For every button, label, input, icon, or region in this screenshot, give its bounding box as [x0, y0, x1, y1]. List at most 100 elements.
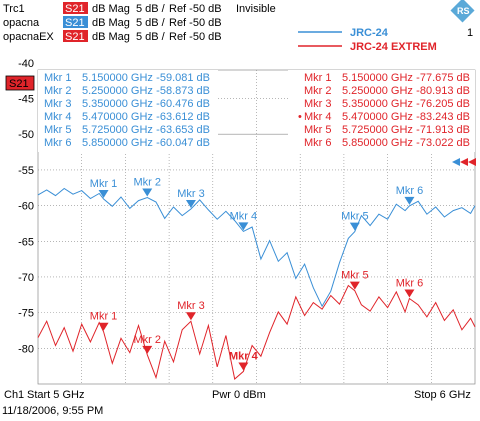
trace-ref: Ref -50 dB — [169, 31, 222, 43]
timestamp: 11/18/2006, 9:55 PM — [2, 405, 103, 417]
y-tick-label: -60 — [18, 201, 34, 213]
y-tick-label: -55 — [18, 165, 34, 177]
marker-table-label[interactable]: Mkr 4 — [44, 111, 72, 123]
trace-scale: 5 dB / — [136, 17, 166, 29]
y-tick-label: -65 — [18, 236, 34, 248]
series-line-jrc24 — [37, 187, 476, 308]
param-badge: S21 — [65, 3, 85, 15]
legend: JRC-24 JRC-24 EXTREM — [298, 27, 437, 53]
marker-triangle-icon[interactable] — [185, 312, 196, 321]
marker-table-freq: 5.250000 GHz — [342, 85, 413, 97]
marker-table-value: -58.873 dB — [156, 85, 210, 97]
marker-triangle-icon[interactable] — [404, 289, 415, 298]
legend-label-jrc24: JRC-24 — [350, 27, 389, 39]
marker-table-value: -77.675 dB — [416, 72, 470, 84]
trace-row-trc1[interactable]: Trc1 S21 dB Mag 5 dB / Ref -50 dB Invisi… — [3, 2, 276, 15]
start-frequency[interactable]: Start 5 GHz — [27, 389, 84, 401]
marker-table-freq: 5.725000 GHz — [82, 124, 153, 136]
y-tick-label: -75 — [18, 308, 34, 320]
marker-plot-label: Mkr 5 — [341, 211, 369, 223]
trace-scale: 5 dB / — [136, 3, 166, 15]
y-tick-label: -50 — [18, 129, 34, 141]
param-badge-bg — [63, 2, 88, 14]
marker-table-freq: 5.150000 GHz — [82, 72, 153, 84]
trace-header: Trc1 S21 dB Mag 5 dB / Ref -50 dB Invisi… — [3, 2, 276, 43]
marker-triangle-icon[interactable] — [142, 345, 153, 354]
marker-table-freq: 5.850000 GHz — [342, 137, 413, 149]
marker-table-label[interactable]: Mkr 3 — [304, 98, 332, 110]
marker-table-label[interactable]: Mkr 4 — [304, 111, 332, 123]
marker-table-value: -71.913 dB — [416, 124, 470, 136]
marker-plot-label: Mkr 4 — [229, 350, 259, 362]
marker-table-value: -63.653 dB — [156, 124, 210, 136]
trace-row-opacna[interactable]: opacna S21 dB Mag 5 dB / Ref -50 dB — [3, 16, 222, 29]
marker-table-label[interactable]: Mkr 1 — [44, 72, 72, 84]
marker-table-freq: 5.350000 GHz — [82, 98, 153, 110]
trace-markers: Mkr 1 Mkr 2 Mkr 3 Mkr 4 Mkr 5 Mkr 6 Mkr 1 Mkr 2… — [90, 177, 423, 371]
svg-text:RS: RS — [457, 6, 470, 16]
marker-table-value: -73.022 dB — [416, 137, 470, 149]
marker-plot-label: Mkr 2 — [134, 177, 162, 189]
marker-table-freq: 5.350000 GHz — [342, 98, 413, 110]
marker-table-red: Mkr 1 5.150000 GHz -77.675 dB Mkr 2 5.250000… — [298, 72, 470, 149]
rohde-schwarz-logo-icon: RS — [450, 0, 475, 23]
marker-table-value: -76.205 dB — [416, 98, 470, 110]
marker-table-value: -80.913 dB — [416, 85, 470, 97]
active-trace-badge: S21 — [9, 78, 29, 90]
marker-table-freq: 5.850000 GHz — [82, 137, 153, 149]
marker-table-freq: 5.470000 GHz — [342, 111, 413, 123]
marker-plot-label: Mkr 3 — [177, 188, 205, 200]
marker-plot-label: Mkr 1 — [90, 311, 118, 323]
marker-table-value: -60.047 dB — [156, 137, 210, 149]
marker-table-freq: 5.250000 GHz — [82, 85, 153, 97]
marker-table-freq: 5.150000 GHz — [342, 72, 413, 84]
marker-plot-label: Mkr 6 — [396, 278, 424, 290]
marker-triangle-icon[interactable] — [98, 190, 109, 199]
marker-table-blue-bg — [38, 70, 218, 152]
marker-triangle-icon[interactable] — [238, 222, 249, 231]
marker-triangle-icon[interactable] — [349, 281, 360, 290]
marker-table-value: -59.081 dB — [156, 72, 210, 84]
legend-label-jrc24-extrem: JRC-24 EXTREM — [350, 41, 437, 53]
marker-plot-label: Mkr 4 — [230, 210, 258, 222]
param-badge-bg — [63, 30, 88, 42]
marker-triangle-icon[interactable] — [185, 199, 196, 208]
status-footer: Ch1 Start 5 GHz Pwr 0 dBm Stop 6 GHz 11/… — [2, 389, 471, 417]
marker-triangle-icon[interactable] — [238, 362, 249, 371]
marker-table-label[interactable]: Mkr 2 — [44, 85, 72, 97]
marker-table-red-bg — [288, 70, 475, 152]
marker-triangle-icon[interactable] — [349, 222, 360, 231]
marker-table-value: -63.612 dB — [156, 111, 210, 123]
marker-table-value: -83.243 dB — [416, 111, 470, 123]
marker-triangle-icon[interactable] — [142, 188, 153, 197]
trace-row-opacnaex[interactable]: opacnaEX S21 dB Mag 5 dB / Ref -50 dB — [3, 30, 222, 43]
trace-lines — [37, 187, 476, 380]
param-badge-bg — [63, 16, 88, 28]
marker-table-freq: 5.725000 GHz — [342, 124, 413, 136]
marker-plot-label: Mkr 6 — [396, 185, 424, 197]
marker-table-label[interactable]: Mkr 6 — [44, 137, 72, 149]
marker-table-label[interactable]: Mkr 1 — [304, 72, 332, 84]
ref-arrow-red-icon — [460, 158, 468, 166]
trace-name: opacnaEX — [3, 31, 54, 43]
ref-arrow-red-icon — [468, 158, 476, 166]
power-level[interactable]: Pwr 0 dBm — [212, 389, 266, 401]
y-tick-label: -70 — [18, 272, 34, 284]
stop-frequency[interactable]: Stop 6 GHz — [414, 389, 471, 401]
channel-number: 1 — [467, 27, 473, 39]
marker-triangle-icon[interactable] — [404, 196, 415, 205]
marker-table-label[interactable]: Mkr 5 — [44, 124, 72, 136]
trace-ref: Ref -50 dB — [169, 3, 222, 15]
ref-level-arrows[interactable] — [452, 158, 476, 166]
marker-table-label[interactable]: Mkr 5 — [304, 124, 332, 136]
marker-plot-label: Mkr 5 — [341, 270, 369, 282]
marker-table-label[interactable]: Mkr 6 — [304, 137, 332, 149]
y-tick-labels: -40 -45 -50 -55 -60 -65 -70 -75 -80 — [18, 58, 34, 355]
marker-table-label[interactable]: Mkr 3 — [44, 98, 72, 110]
active-trace-badge-bg[interactable] — [5, 75, 35, 91]
marker-table-label[interactable]: Mkr 2 — [304, 85, 332, 97]
marker-triangle-icon[interactable] — [98, 322, 109, 331]
marker-plot-label: Mkr 3 — [177, 300, 205, 312]
trace-format: dB Mag — [92, 17, 130, 29]
